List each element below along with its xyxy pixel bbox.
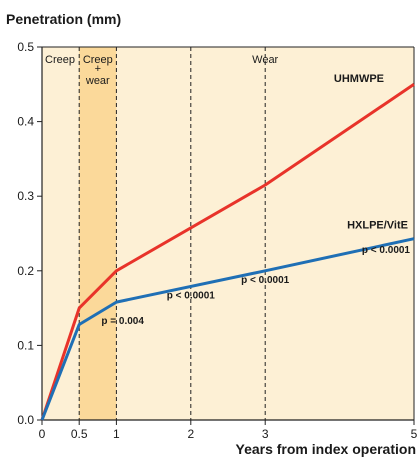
phase-label-creep-wear-2: + xyxy=(95,63,101,75)
series-line-uhmwpe xyxy=(40,83,415,421)
x-axis-title: Years from index operation xyxy=(236,441,417,457)
axes: 0.0 0.1 0.2 0.3 0.4 0.5 0 0.5 1 2 3 5 xyxy=(17,40,417,441)
x-tick-label: 1 xyxy=(113,427,120,441)
y-tick-label: 0.5 xyxy=(17,40,34,54)
series-label-hxlpe-vite: HXLPE/VitE xyxy=(347,220,408,232)
phase-guides xyxy=(78,47,266,420)
p-value-annotation: p < 0.0001 xyxy=(241,275,290,286)
p-value-annotation: p < 0.0001 xyxy=(167,290,216,301)
phase-label-creep: Creep xyxy=(45,54,75,66)
series-label-uhmwpe: UHMWPE xyxy=(334,73,384,85)
y-axis-title: Penetration (mm) xyxy=(6,11,121,27)
y-tick-label: 0.4 xyxy=(17,115,34,129)
series-line-hxlpe-vite xyxy=(40,237,415,421)
p-value-annotation: p < 0.0001 xyxy=(362,245,411,256)
y-tick-label: 0.3 xyxy=(17,189,34,203)
phase-label-wear: Wear xyxy=(252,54,278,66)
p-value-annotation: p = 0.004 xyxy=(101,316,144,327)
creep-wear-band xyxy=(79,47,117,420)
y-tick-label: 0.0 xyxy=(17,413,34,427)
phase-label-creep-wear-3: wear xyxy=(85,75,110,87)
x-tick-label: 2 xyxy=(187,427,194,441)
y-tick-label: 0.1 xyxy=(17,338,34,352)
x-tick-label: 0 xyxy=(39,427,46,441)
x-tick-label: 5 xyxy=(411,427,418,441)
x-tick-label: 0.5 xyxy=(71,427,88,441)
phase-label-creep-wear-1: Creep xyxy=(83,54,113,66)
x-tick-label: 3 xyxy=(262,427,269,441)
series-lines xyxy=(40,83,415,421)
y-tick-label: 0.2 xyxy=(17,264,34,278)
